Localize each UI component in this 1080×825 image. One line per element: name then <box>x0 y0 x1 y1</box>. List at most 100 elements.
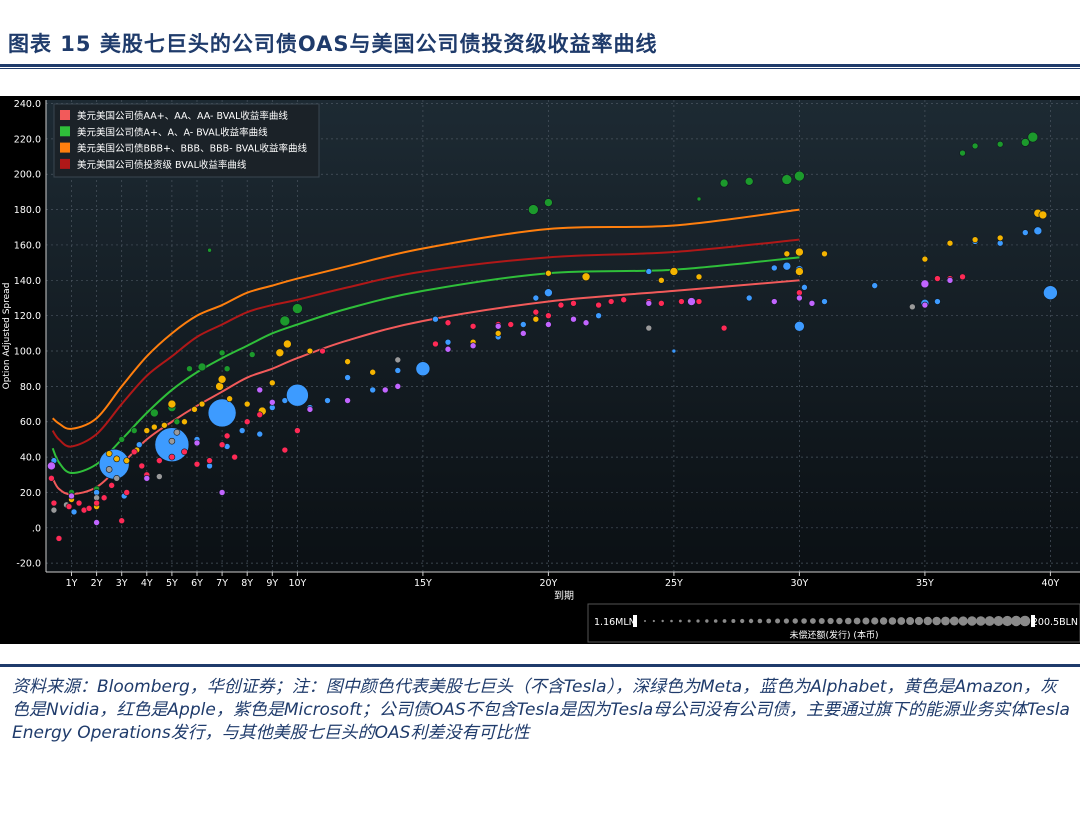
apple-bond-point <box>959 273 966 281</box>
apple-bond-point <box>123 489 131 496</box>
size-scale-dot <box>757 618 763 624</box>
microsoft-bond-point <box>921 301 929 309</box>
microsoft-bond-point <box>47 461 56 471</box>
microsoft-bond-point <box>143 475 151 482</box>
alphabet-bond-point <box>770 264 778 272</box>
size-legend-max: 200.5BLN <box>1032 617 1078 628</box>
nvidia-bond-point <box>50 506 58 514</box>
size-scale-dot <box>1010 615 1022 627</box>
x-tick-label: 30Y <box>790 578 808 589</box>
microsoft-bond-point <box>344 397 351 404</box>
size-scale-dot <box>976 616 986 626</box>
size-scale-dot <box>906 617 915 625</box>
apple-bond-point <box>130 448 138 456</box>
size-scale-dot <box>862 617 870 625</box>
size-scale-dot <box>844 617 852 625</box>
microsoft-bond-point <box>394 383 402 390</box>
size-scale-dot <box>993 616 1004 626</box>
nvidia-bond-point <box>156 473 163 480</box>
amazon-bond-point <box>921 255 929 263</box>
amazon-bond-point <box>268 379 276 387</box>
apple-bond-point <box>658 299 665 307</box>
x-tick-label: 35Y <box>916 578 934 589</box>
legend-label: 美元美国公司债AA+、AA、AA- BVAL收益率曲线 <box>77 110 288 122</box>
alphabet-bond-point <box>801 284 808 291</box>
alphabet-bond-point <box>415 361 431 377</box>
microsoft-bond-point <box>256 386 264 394</box>
alphabet-bond-point <box>256 430 264 438</box>
meta-bond-point <box>719 178 729 188</box>
y-tick-label: 40.0 <box>20 453 41 464</box>
apple-bond-point <box>532 308 540 316</box>
amazon-bond-point <box>795 247 804 257</box>
alphabet-bond-point <box>324 397 331 404</box>
amazon-bond-point <box>532 315 540 323</box>
page-title: 图表 15 美股七巨头的公司债OAS与美国公司债投资级收益率曲线 <box>8 32 658 56</box>
plot-area <box>46 100 1080 572</box>
microsoft-bond-point <box>545 321 552 328</box>
x-tick-label: 4Y <box>141 578 153 589</box>
x-tick-label: 20Y <box>539 578 557 589</box>
apple-bond-point <box>607 298 615 305</box>
microsoft-bond-point <box>444 345 452 353</box>
footer-rule <box>0 664 1080 667</box>
apple-bond-point <box>678 298 685 305</box>
y-tick-label: -20.0 <box>16 559 41 570</box>
size-scale-dot <box>661 619 664 623</box>
meta-bond-point <box>1021 138 1030 147</box>
amazon-bond-point <box>198 400 206 408</box>
amazon-bond-point <box>344 358 351 365</box>
alphabet-bond-point <box>671 348 677 354</box>
meta-bond-point <box>959 149 966 157</box>
amazon-bond-point <box>181 418 188 426</box>
size-scale-dot <box>810 618 816 624</box>
apple-bond-point <box>545 312 552 319</box>
size-scale-dot <box>871 617 879 625</box>
alphabet-bond-point <box>369 386 377 394</box>
legend-swatch <box>60 110 70 120</box>
size-scale-dot <box>897 617 906 625</box>
apple-bond-point <box>65 503 73 510</box>
apple-bond-point <box>243 418 251 426</box>
apple-bond-point <box>85 505 93 512</box>
legend-swatch <box>60 142 70 153</box>
amazon-bond-point <box>306 347 314 355</box>
meta-bond-point <box>996 140 1004 148</box>
x-tick-label: 9Y <box>266 578 278 589</box>
size-scale-dot <box>853 617 861 625</box>
y-tick-label: 220.0 <box>14 134 41 145</box>
apple-bond-point <box>138 462 146 470</box>
alphabet-bond-point <box>70 508 78 516</box>
size-scale-dot <box>722 619 727 623</box>
meta-bond-point <box>248 351 256 358</box>
y-tick-label: 160.0 <box>14 240 41 251</box>
microsoft-bond-point <box>796 294 803 302</box>
alphabet-bond-point <box>154 427 190 463</box>
size-scale-dot <box>740 618 745 624</box>
x-tick-label: 25Y <box>665 578 683 589</box>
x-tick-label: 7Y <box>216 578 228 589</box>
amazon-bond-point <box>191 406 198 413</box>
y-tick-label: 120.0 <box>14 311 41 322</box>
microsoft-bond-point <box>494 322 502 330</box>
alphabet-bond-point <box>207 398 237 428</box>
legend-swatch <box>60 126 70 137</box>
size-scale-dot <box>949 616 959 626</box>
alphabet-bond-point <box>821 298 828 305</box>
microsoft-bond-point <box>770 298 778 305</box>
alphabet-bond-point <box>519 321 527 328</box>
microsoft-bond-point <box>68 492 75 500</box>
apple-bond-point <box>281 446 289 454</box>
x-tick-label: 40Y <box>1041 578 1059 589</box>
alphabet-bond-point <box>645 268 653 275</box>
size-legend-caption: 未偿还额(发行) (本币) <box>790 629 879 641</box>
amazon-bond-point <box>167 399 177 409</box>
amazon-bond-point <box>545 269 552 277</box>
amazon-bond-point <box>581 272 591 282</box>
legend-swatch <box>60 158 70 169</box>
alphabet-bond-point <box>135 441 143 449</box>
meta-bond-point <box>197 362 207 372</box>
meta-bond-point <box>218 349 226 357</box>
source-note: 资料来源：Bloomberg，华创证券；注：图中颜色代表美股七巨头（不含Tesl… <box>12 677 1070 743</box>
alphabet-bond-point <box>544 288 553 297</box>
